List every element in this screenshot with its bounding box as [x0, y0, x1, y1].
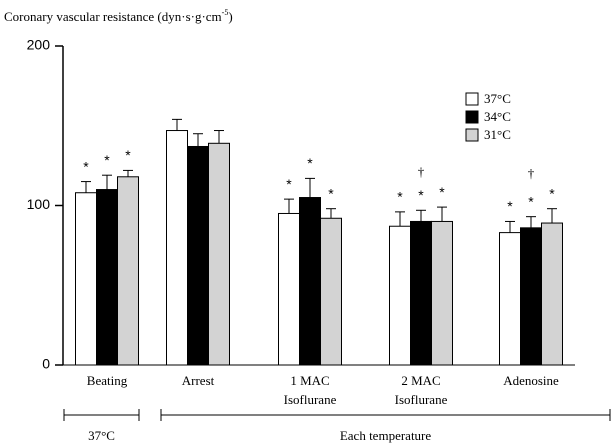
significance-mark: *	[125, 147, 131, 163]
bar	[520, 227, 542, 366]
y-tick-label: 200	[27, 37, 51, 53]
legend-swatch	[465, 128, 479, 142]
y-label-text: Coronary vascular resistance (dyn·s·g·cm	[4, 9, 222, 24]
bar	[299, 197, 321, 366]
bar	[389, 225, 411, 366]
y-label-suffix: )	[228, 9, 232, 24]
bar	[320, 217, 342, 366]
bar	[166, 130, 188, 366]
significance-mark: *	[83, 158, 89, 174]
bar	[117, 176, 139, 366]
y-label-sup: -5	[222, 8, 229, 17]
bar	[278, 212, 300, 366]
significance-mark: *	[439, 184, 445, 200]
significance-mark: *	[104, 152, 110, 168]
x-tick-label: Arrest	[182, 373, 215, 388]
y-tick-label: 100	[27, 196, 51, 212]
bar	[75, 192, 97, 366]
significance-mark: *	[397, 189, 403, 205]
x-tick-label: Beating	[87, 373, 128, 388]
legend-label: 31°C	[484, 127, 511, 142]
bracket-label: 37°C	[88, 428, 115, 443]
legend-label: 37°C	[484, 91, 511, 106]
group-mark: †	[528, 166, 535, 181]
legend-swatch	[465, 110, 479, 124]
significance-mark: *	[507, 198, 513, 214]
significance-mark: *	[528, 193, 534, 209]
x-tick-label: Isoflurane	[284, 392, 337, 407]
bar	[187, 145, 209, 366]
significance-mark: *	[418, 187, 424, 203]
bar	[499, 232, 521, 366]
x-tick-label: 1 MAC	[290, 373, 329, 388]
x-tick-label: Isoflurane	[395, 392, 448, 407]
bar	[410, 220, 432, 366]
legend-swatch	[465, 92, 479, 106]
x-tick-label: Adenosine	[503, 373, 559, 388]
legend-label: 34°C	[484, 109, 511, 124]
y-tick-label: 0	[42, 356, 50, 372]
bar	[208, 142, 230, 366]
bar	[541, 222, 563, 366]
x-tick-label: 2 MAC	[401, 373, 440, 388]
significance-mark: *	[286, 176, 292, 192]
significance-mark: *	[307, 155, 313, 171]
group-mark: †	[418, 164, 425, 179]
bar	[431, 220, 453, 366]
significance-mark: *	[549, 185, 555, 201]
y-axis-label: Coronary vascular resistance (dyn·s·g·cm…	[4, 8, 233, 24]
bracket-label: Each temperature	[340, 428, 432, 443]
bar	[96, 189, 118, 366]
significance-mark: *	[328, 185, 334, 201]
